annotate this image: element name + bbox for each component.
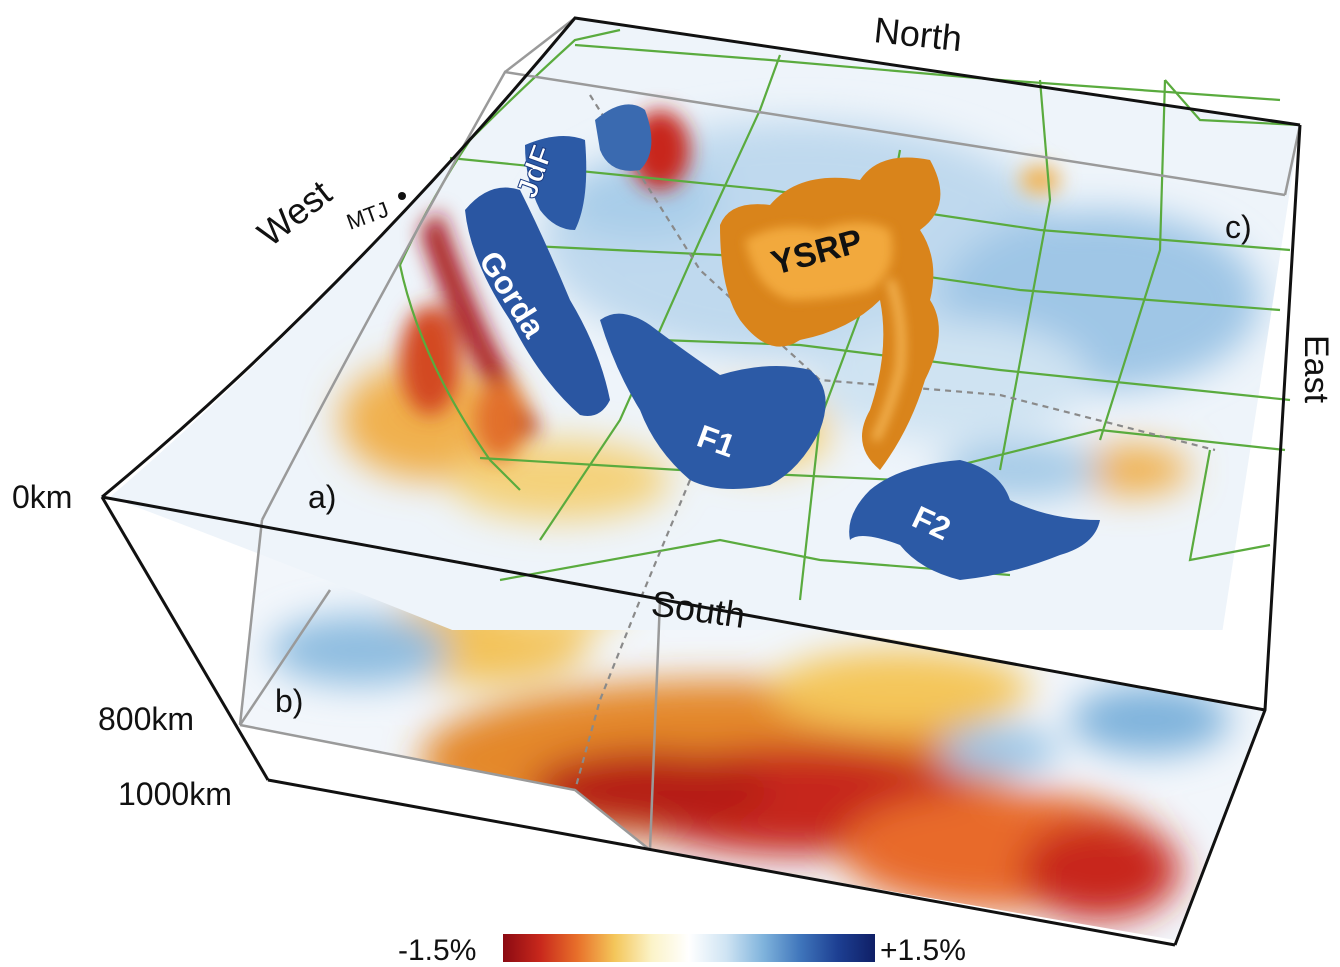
- panel-b-label: b): [275, 683, 303, 719]
- depth-0km-label: 0km: [12, 479, 72, 515]
- gorda-slab: [465, 187, 610, 416]
- jdf-slab-north: [595, 104, 652, 171]
- depth-1000km-label: 1000km: [118, 776, 232, 812]
- east-label: East: [1297, 335, 1335, 404]
- box-frame-outer: [100, 16, 1302, 947]
- ysrp-plume: [720, 157, 941, 470]
- panel-a-label: a): [308, 479, 336, 515]
- section-traces: [573, 94, 1216, 791]
- jdf-slab: [525, 136, 587, 230]
- f1-anomaly: [600, 313, 826, 489]
- box-frame-inner: [238, 17, 1302, 851]
- colorbar-min-label: -1.5%: [398, 934, 476, 967]
- panel-c-label: c): [1225, 209, 1252, 245]
- west-label: West: [250, 172, 339, 254]
- depth-800km-label: 800km: [98, 701, 194, 737]
- mtj-label: MTJ: [343, 197, 392, 235]
- f2-anomaly: [849, 460, 1100, 580]
- colorbar: [503, 934, 875, 962]
- colorbar-max-label: +1.5%: [880, 934, 966, 967]
- north-label: North: [872, 9, 964, 59]
- slab-anomalies: [465, 104, 1100, 580]
- mtj-point: [398, 192, 406, 200]
